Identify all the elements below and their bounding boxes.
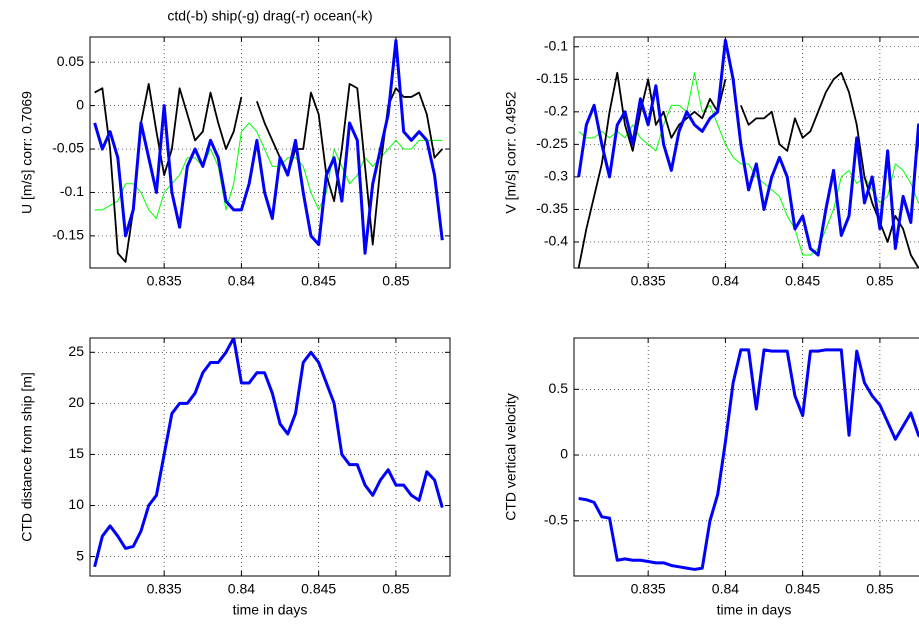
- subplot: 0.835 0.84 0.845 0.85 -0.5 0 0.5 time in days CT…: [503, 337, 919, 618]
- data-line: [93, 38, 444, 255]
- data-line: [578, 348, 919, 571]
- y-tick-label: -0.15: [536, 70, 568, 86]
- x-tick-label: 0.835: [631, 273, 666, 289]
- x-tick-label: 0.85: [866, 273, 893, 289]
- y-tick-label: 10: [68, 496, 84, 512]
- y-tick-label: 0: [560, 446, 568, 462]
- y-tick-label: 0: [76, 96, 84, 112]
- x-tick-label: 0.835: [147, 273, 182, 289]
- y-tick-label: 0.05: [57, 53, 84, 69]
- y-axis-label: CTD distance from ship [m]: [19, 372, 35, 542]
- data-line: [577, 38, 919, 257]
- x-tick-label: 0.835: [631, 581, 666, 597]
- x-tick-label: 0.85: [382, 273, 409, 289]
- axes-box: [573, 36, 919, 269]
- x-axis-label: time in days: [233, 602, 308, 618]
- plot-area: [93, 338, 444, 568]
- y-tick-label: 25: [68, 343, 84, 359]
- y-tick-label: -0.1: [60, 183, 84, 199]
- subplot: 0.835 0.84 0.845 0.85 -0.15 -0.1 -0.05 0 0.05 ctd…: [19, 8, 451, 289]
- subplot: 0.835 0.84 0.845 0.85 -0.4 -0.35 -0.3 -0.25 -0.2…: [503, 36, 919, 289]
- x-axis-label: time in days: [717, 602, 792, 618]
- y-tick-label: -0.1: [544, 37, 568, 53]
- axes-box: [89, 337, 451, 577]
- data-line: [94, 122, 443, 219]
- subplot: 0.835 0.84 0.845 0.85 5 10 15 20 25 time in days C…: [19, 337, 451, 618]
- x-tick-label: 0.85: [382, 581, 409, 597]
- y-tick-label: 15: [68, 445, 84, 461]
- plot-area: [93, 38, 444, 263]
- y-axis-label: U [m/s] corr: 0.7069: [19, 91, 35, 214]
- y-axis-label: CTD vertical velocity: [503, 393, 519, 521]
- x-tick-label: 0.845: [785, 581, 820, 597]
- y-tick-label: -0.15: [52, 227, 84, 243]
- plot-area: [578, 348, 919, 571]
- y-tick-label: 20: [68, 394, 84, 410]
- x-tick-label: 0.84: [712, 273, 739, 289]
- x-tick-label: 0.845: [301, 273, 336, 289]
- y-tick-label: -0.4: [544, 233, 568, 249]
- axes-box: [89, 36, 451, 269]
- x-tick-label: 0.845: [301, 581, 336, 597]
- x-tick-label: 0.84: [228, 273, 255, 289]
- x-tick-label: 0.845: [785, 273, 820, 289]
- y-tick-label: -0.05: [52, 140, 84, 156]
- x-tick-label: 0.85: [866, 581, 893, 597]
- x-tick-label: 0.84: [228, 581, 255, 597]
- y-tick-label: -0.2: [544, 103, 568, 119]
- plot-area: [577, 38, 919, 268]
- y-tick-label: 5: [76, 547, 84, 563]
- x-tick-label: 0.84: [712, 581, 739, 597]
- y-tick-label: -0.35: [536, 200, 568, 216]
- axes-box: [573, 337, 919, 577]
- y-tick-label: 0.5: [549, 380, 569, 396]
- y-axis-label: V [m/s] corr: 0.4952: [503, 91, 519, 213]
- x-tick-label: 0.835: [147, 581, 182, 597]
- y-tick-label: -0.5: [544, 511, 568, 527]
- y-tick-label: -0.3: [544, 168, 568, 184]
- y-tick-label: -0.25: [536, 135, 568, 151]
- chart-title: ctd(-b) ship(-g) drag(-r) ocean(-k): [167, 8, 372, 24]
- data-line: [93, 338, 444, 568]
